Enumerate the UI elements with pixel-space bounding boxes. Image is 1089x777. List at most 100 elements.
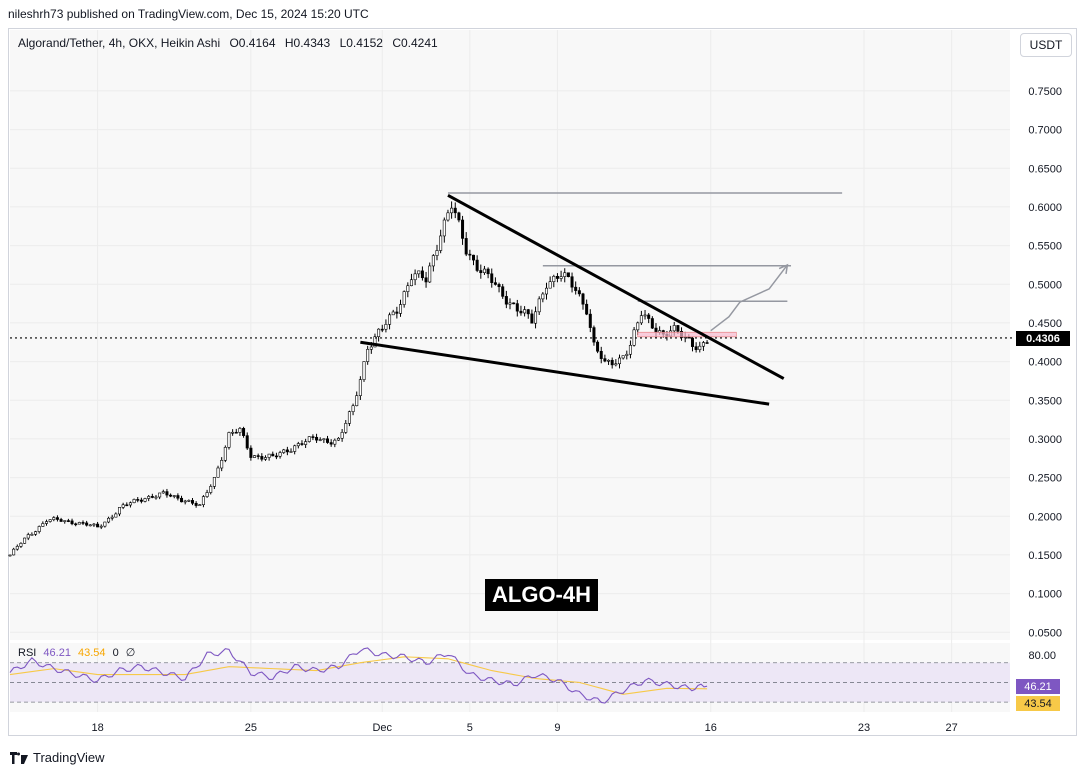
candle-body: [548, 281, 552, 289]
candle-body: [307, 436, 311, 442]
candle-body: [581, 293, 585, 305]
candle-body: [577, 290, 581, 295]
candle-body: [220, 460, 224, 469]
rsi-level-label: 80.00: [1028, 650, 1056, 662]
candle-body: [435, 250, 439, 256]
x-tick-label: 23: [858, 722, 870, 734]
candle-body: [654, 327, 658, 333]
lower-trendline: [360, 340, 770, 406]
overlay-label: ALGO-4H: [485, 579, 598, 611]
candle-body: [198, 504, 202, 506]
candle-body: [450, 207, 454, 214]
candle-body: [380, 328, 384, 331]
candle-body: [63, 520, 67, 522]
candle-body: [442, 219, 446, 237]
symbol-title: Algorand/Tether, 4h, OKX, Heikin Ashi: [18, 36, 221, 50]
rsi-line: [9, 647, 708, 704]
candle-body: [409, 279, 413, 287]
y-tick-label: 0.3500: [1028, 395, 1062, 407]
rsi-extra-1: 0: [112, 647, 119, 659]
y-tick-label: 0.5500: [1028, 241, 1062, 253]
candle-body: [41, 523, 45, 527]
y-tick-label: 0.1500: [1028, 550, 1062, 562]
candle-body: [446, 212, 450, 221]
candle-body: [504, 296, 508, 305]
candle-body: [358, 379, 362, 396]
rsi-extra-2: ∅: [125, 647, 136, 659]
y-tick-label: 0.4000: [1028, 357, 1062, 369]
candle-body: [643, 314, 647, 317]
candle-body: [530, 313, 534, 324]
candle-body: [628, 345, 632, 355]
candle-body: [77, 522, 81, 525]
candle-body: [501, 286, 505, 297]
candle-body: [340, 432, 344, 439]
price-pane-bg: [10, 30, 1010, 640]
candle-body: [523, 309, 527, 314]
candle-body: [161, 491, 165, 494]
candle-body: [384, 324, 388, 330]
candle-body: [694, 346, 698, 350]
candle-body: [154, 496, 158, 499]
candle-body: [212, 477, 216, 487]
candle-body: [311, 436, 315, 438]
candle-body: [249, 447, 253, 458]
candle-body: [461, 219, 465, 239]
candle-body: [293, 445, 297, 452]
candle-body: [402, 291, 406, 305]
rsi-value: 46.21: [43, 647, 71, 659]
rsi-ma-line: [9, 656, 708, 695]
candle-body: [351, 405, 355, 412]
candle-body: [260, 456, 264, 460]
candle-body: [625, 353, 629, 356]
chart-frame: [8, 28, 1077, 736]
candle-body: [125, 504, 129, 507]
candle-body: [285, 449, 289, 453]
candle-body: [326, 438, 330, 443]
candle-body: [205, 492, 209, 497]
candle-body: [373, 336, 377, 348]
upper-trendline: [447, 194, 785, 380]
candle-body: [169, 494, 173, 497]
y-tick-label: 0.5000: [1028, 279, 1062, 291]
annotations-layer: [10, 192, 1015, 406]
y-tick-label: 0.6500: [1028, 163, 1062, 175]
x-tick-label: 25: [245, 722, 257, 734]
rsi-ma-tag: 43.54: [1016, 696, 1060, 711]
ohlc-low: L0.4152: [339, 36, 383, 50]
rsi-name: RSI: [18, 647, 37, 659]
candle-body: [592, 327, 596, 343]
candle-body: [128, 502, 132, 506]
candle-body: [676, 325, 680, 332]
resistance-zone: [637, 331, 737, 338]
candle-body: [165, 491, 169, 496]
candle-body: [231, 431, 235, 434]
candle-body: [81, 522, 85, 524]
candle-body: [369, 346, 373, 350]
candle-body: [70, 520, 74, 525]
candle-body: [355, 395, 359, 407]
symbol-info: Algorand/Tether, 4h, OKX, Heikin Ashi O0…: [18, 36, 444, 50]
tradingview-logo-icon: [10, 751, 28, 764]
candle-body: [242, 428, 246, 436]
candle-body: [209, 486, 213, 493]
candle-body: [180, 497, 184, 503]
candle-body: [453, 207, 457, 214]
x-tick-label: 5: [467, 722, 473, 734]
candle-body: [519, 310, 523, 314]
candle-body: [183, 500, 187, 503]
candle-body: [318, 439, 322, 441]
candle-body: [132, 499, 136, 504]
candle-body: [187, 500, 191, 502]
projection-arrow-head: [778, 263, 789, 274]
candle-body: [99, 525, 103, 528]
candle-body: [8, 554, 12, 557]
candle-body: [610, 359, 614, 366]
candle-body: [85, 522, 89, 526]
ohlc-open: O0.4164: [229, 36, 276, 50]
candle-body: [698, 345, 702, 350]
candle-body: [672, 325, 676, 332]
candle-body: [158, 492, 162, 498]
currency-button[interactable]: USDT: [1020, 33, 1072, 57]
